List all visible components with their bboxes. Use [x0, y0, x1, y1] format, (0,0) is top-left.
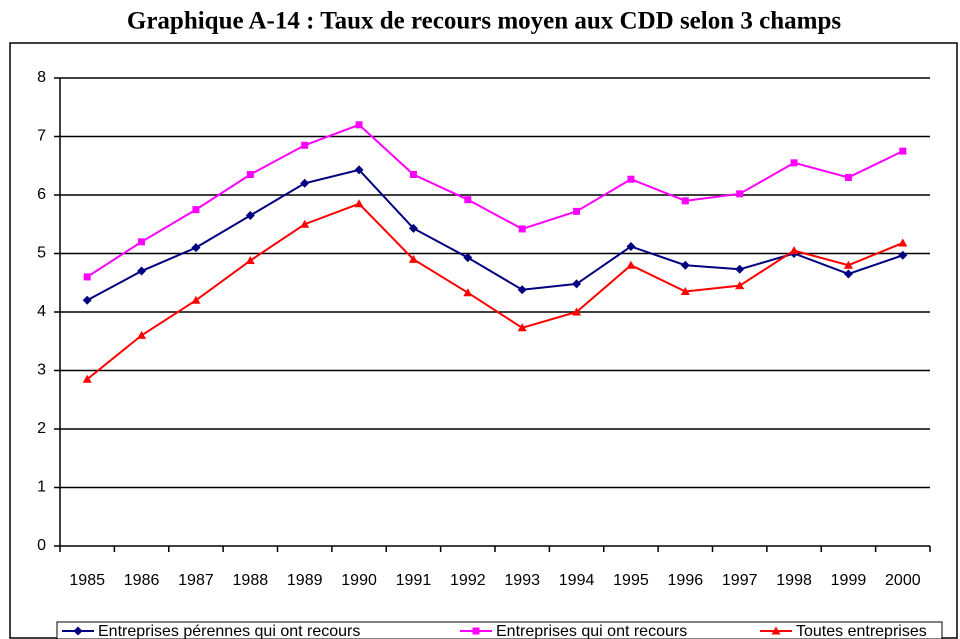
data-point	[83, 273, 91, 281]
data-point	[572, 307, 582, 316]
data-point	[898, 238, 908, 247]
data-point	[736, 190, 744, 198]
y-tick-label: 3	[37, 362, 46, 379]
data-point	[245, 256, 255, 265]
data-point	[409, 171, 417, 179]
data-point	[573, 207, 581, 215]
data-point	[192, 206, 200, 214]
data-point	[572, 279, 582, 289]
data-point	[843, 269, 853, 279]
y-tick-label: 2	[37, 420, 46, 437]
legend-marker	[73, 626, 83, 636]
data-point	[191, 243, 201, 253]
data-point	[843, 260, 853, 269]
data-point	[137, 330, 147, 339]
x-tick-label: 1996	[668, 572, 704, 589]
data-point	[680, 260, 690, 270]
data-point	[463, 288, 473, 297]
data-point	[137, 266, 147, 276]
data-point	[246, 171, 254, 179]
data-point	[355, 121, 363, 129]
data-point	[82, 295, 92, 305]
data-point	[408, 223, 418, 233]
data-point	[790, 159, 798, 167]
x-tick-label: 1985	[69, 572, 105, 589]
x-tick-label: 1990	[341, 572, 377, 589]
data-point	[354, 199, 364, 208]
data-point	[735, 264, 745, 274]
data-point	[138, 238, 146, 246]
y-tick-label: 5	[37, 245, 46, 262]
data-point	[408, 254, 418, 263]
data-point	[300, 219, 310, 228]
x-tick-label: 1987	[178, 572, 214, 589]
data-point	[626, 241, 636, 251]
data-point	[735, 281, 745, 290]
x-tick-label: 1993	[504, 572, 540, 589]
x-tick-label: 1989	[287, 572, 323, 589]
data-point	[354, 165, 364, 175]
x-tick-label: 1994	[559, 572, 595, 589]
data-point	[464, 196, 472, 204]
y-tick-label: 8	[37, 69, 46, 86]
data-point	[301, 141, 309, 149]
x-tick-label: 1988	[233, 572, 269, 589]
x-tick-label: 1999	[831, 572, 867, 589]
y-tick-label: 6	[37, 186, 46, 203]
data-point	[626, 260, 636, 269]
legend-label: Entreprises qui ont recours	[496, 623, 687, 639]
x-tick-label: 1995	[613, 572, 649, 589]
data-point	[898, 250, 908, 260]
y-tick-label: 7	[37, 128, 46, 145]
data-point	[844, 173, 852, 181]
legend-marker	[771, 626, 781, 635]
data-point	[789, 246, 799, 255]
legend-label: Entreprises pérennes qui ont recours	[98, 623, 360, 639]
data-point	[680, 287, 690, 296]
data-point	[518, 225, 526, 233]
x-tick-label: 1992	[450, 572, 486, 589]
data-point	[627, 175, 635, 183]
data-point	[899, 147, 907, 155]
data-point	[463, 253, 473, 263]
data-point	[300, 178, 310, 188]
data-point	[517, 285, 527, 295]
x-tick-label: 1998	[776, 572, 812, 589]
data-point	[82, 374, 92, 383]
data-point	[191, 295, 201, 304]
data-point	[245, 210, 255, 220]
y-tick-label: 0	[37, 537, 46, 554]
chart-title: Graphique A-14 : Taux de recours moyen a…	[127, 8, 841, 35]
data-point	[517, 323, 527, 332]
chart-frame	[9, 42, 958, 639]
y-tick-label: 4	[37, 303, 46, 320]
y-tick-label: 1	[37, 479, 46, 496]
legend-marker	[472, 627, 480, 635]
legend-label: Toutes entreprises	[796, 623, 927, 639]
x-tick-label: 1997	[722, 572, 758, 589]
x-tick-label: 1986	[124, 572, 160, 589]
legend-box	[56, 621, 943, 639]
series-line	[86, 168, 904, 302]
series-line	[86, 202, 904, 381]
x-tick-label: 2000	[885, 572, 921, 589]
series-line	[86, 123, 904, 278]
data-point	[681, 197, 689, 205]
x-tick-label: 1991	[396, 572, 432, 589]
